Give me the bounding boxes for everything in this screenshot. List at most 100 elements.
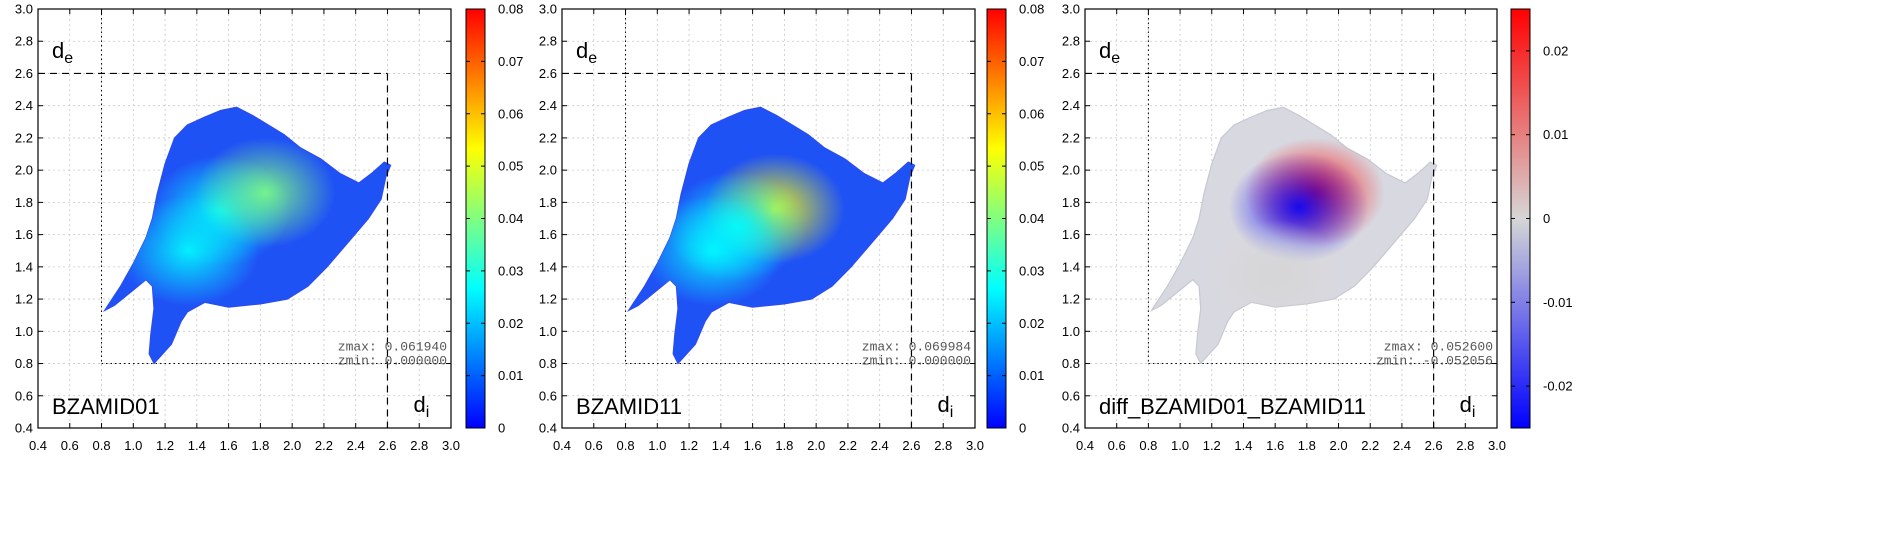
colorbar-tick-label: 0.01 [498,368,523,383]
y-tick-label: 2.2 [15,130,33,145]
y-axis-label: de [1099,38,1120,67]
x-tick-label: 3.0 [966,438,984,453]
y-tick-label: 2.6 [1062,66,1080,81]
y-tick-label: 2.0 [15,163,33,178]
x-tick-label: 2.0 [807,438,825,453]
x-tick-label: 1.4 [712,438,730,453]
y-tick-label: 0.4 [539,421,557,436]
hotspot-layer [1205,137,1385,330]
axis-ticks: 0.4 0.6 0.8 1.0 1.2 1.4 1.6 1.8 2.0 2.2 2.4 2.6 2.8 3… [1062,2,1506,454]
hotspot-layer [642,153,845,306]
y-tick-label: 1.0 [1062,324,1080,339]
y-tick-label: 2.2 [1062,130,1080,145]
x-tick-label: 2.4 [347,438,365,453]
colorbar: 0 0.01 0.02 0.03 0.04 0.05 0.06 0.07 0.08 [986,2,1044,436]
x-tick-label: 1.8 [251,438,269,453]
zmin-annotation: zmin: 0.000000 [338,353,447,368]
zmax-annotation: zmax: 0.061940 [338,340,447,355]
y-tick-label: 1.0 [539,324,557,339]
x-axis-label: di [1460,392,1476,421]
reference-lines [562,9,975,428]
x-tick-label: 3.0 [442,438,460,453]
panel-label: BZAMID01 [52,394,160,419]
colorbar-tick-label: 0.03 [498,263,523,278]
x-tick-label: 1.0 [648,438,666,453]
colorbar-tick-label: -0.01 [1543,295,1573,310]
x-tick-label: 0.6 [1108,438,1126,453]
x-tick-label: 0.8 [616,438,634,453]
colorbar-tick-label: 0.07 [1019,54,1044,69]
y-tick-label: 2.8 [539,34,557,49]
plot-frame [37,8,452,429]
colorbar-tick-label: 0.02 [1019,316,1044,331]
x-tick-label: 2.2 [1361,438,1379,453]
axis-ticks: 0.4 0.6 0.8 1.0 1.2 1.4 1.6 1.8 2.0 2.2 2.4 2.6 2.8 3… [539,2,984,454]
panel-1: 0.4 0.6 0.8 1.0 1.2 1.4 1.6 1.8 2.0 2.2 2.4 2.6 2.8 3… [15,2,523,454]
colorbar: 0 0.01 0.02 0.03 0.04 0.05 0.06 0.07 0.08 [465,2,523,436]
y-axis-label: de [52,38,73,67]
x-tick-label: 0.4 [553,438,571,453]
colorbar-tick-label: 0.04 [498,211,523,226]
y-tick-label: 1.8 [15,195,33,210]
y-axis-label: de [576,38,597,67]
y-tick-label: 1.4 [1062,259,1080,274]
y-tick-label: 2.0 [1062,163,1080,178]
y-tick-label: 1.2 [1062,292,1080,307]
x-tick-label: 0.6 [61,438,79,453]
x-tick-label: 2.6 [902,438,920,453]
y-tick-label: 1.4 [539,259,557,274]
reference-lines [1085,9,1497,428]
y-tick-label: 0.8 [15,356,33,371]
y-tick-label: 2.4 [15,98,33,113]
hotspot-layer [118,137,336,306]
y-tick-label: 2.6 [15,66,33,81]
fingerprint-shape [1149,106,1438,365]
hotspot [1205,219,1346,330]
hotspot [642,195,783,306]
reference-lines [38,9,451,428]
x-tick-label: 1.8 [1298,438,1316,453]
x-tick-label: 1.2 [1203,438,1221,453]
plot-frame [1084,8,1498,429]
x-tick-label: 0.8 [92,438,110,453]
fingerprint-shape [626,106,916,365]
colorbar-tick-label: 0.01 [1019,368,1044,383]
x-tick-label: 1.6 [1266,438,1284,453]
x-tick-label: 2.0 [283,438,301,453]
y-tick-label: 1.8 [1062,195,1080,210]
y-tick-label: 3.0 [539,2,557,17]
x-tick-label: 2.2 [315,438,333,453]
x-tick-label: 1.4 [1234,438,1252,453]
y-tick-label: 1.6 [15,227,33,242]
x-tick-label: 1.6 [220,438,238,453]
x-tick-label: 1.2 [156,438,174,453]
colorbar-tick-label: 0 [1543,211,1550,226]
x-axis-label: di [413,392,429,421]
x-tick-label: 2.8 [934,438,952,453]
zmin-annotation: zmin: 0.000000 [862,353,971,368]
colorbar-tick-label: 0 [1019,421,1026,436]
colorbar-tick-label: 0.02 [1543,43,1568,58]
x-tick-label: 1.4 [188,438,206,453]
panel-3: 0.4 0.6 0.8 1.0 1.2 1.4 1.6 1.8 2.0 2.2 2.4 2.6 2.8 3… [1062,2,1573,454]
y-tick-label: 3.0 [1062,2,1080,17]
x-tick-label: 2.2 [839,438,857,453]
y-tick-label: 0.8 [1062,356,1080,371]
x-tick-label: 0.4 [1076,438,1094,453]
y-tick-label: 0.8 [539,356,557,371]
y-tick-label: 0.4 [15,421,33,436]
colorbar-tick-label: 0.05 [1019,159,1044,174]
x-tick-label: 2.6 [1425,438,1443,453]
x-tick-label: 2.0 [1329,438,1347,453]
y-tick-label: 1.6 [539,227,557,242]
panel-label: BZAMID11 [576,394,682,419]
y-tick-label: 2.8 [15,34,33,49]
x-tick-label: 2.4 [871,438,889,453]
x-tick-label: 1.8 [775,438,793,453]
y-tick-label: 0.6 [15,388,33,403]
x-tick-label: 1.6 [744,438,762,453]
plot-frame [561,8,976,429]
x-tick-label: 2.8 [410,438,428,453]
colorbar-tick-label: 0.05 [498,159,523,174]
